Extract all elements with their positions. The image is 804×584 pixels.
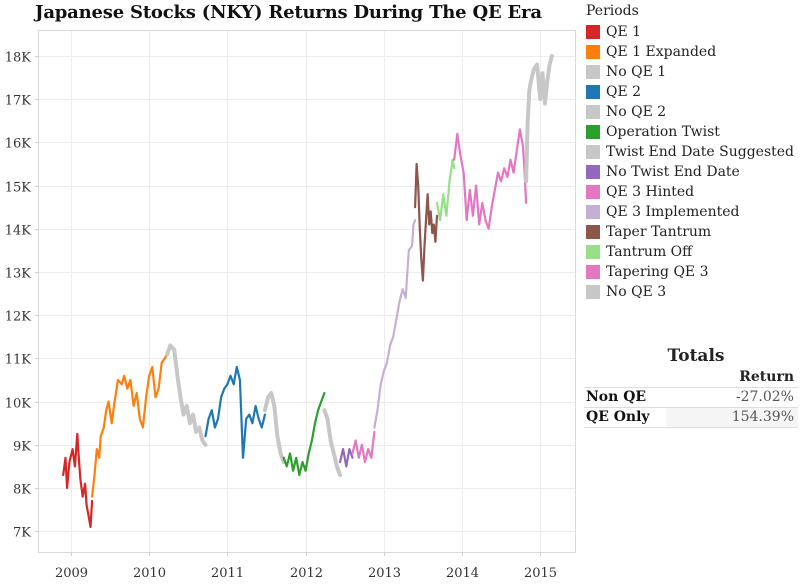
series-line-qe-1[interactable] (62, 432, 94, 528)
legend-item-tantrum-off[interactable]: Tantrum Off (586, 242, 802, 262)
y-tick-label: 16K (5, 137, 32, 152)
legend-swatch (586, 225, 600, 239)
legend-swatch (586, 185, 600, 199)
legend-item-qe-3-implemented[interactable]: QE 3 Implemented (586, 202, 802, 222)
legend: Periods QE 1 QE 1 Expanded No QE 1 QE 2 No Q… (586, 2, 802, 302)
row-value: 154.39% (666, 408, 798, 427)
series-line-tantrum-off[interactable] (435, 158, 456, 222)
legend-swatch (586, 205, 600, 219)
y-tick-label: 12K (5, 310, 32, 325)
series-line-qe-2[interactable] (204, 365, 266, 459)
legend-label: Twist End Date Suggested (606, 144, 795, 160)
x-tick-label: 2013 (368, 566, 401, 581)
legend-label: QE 1 Expanded (606, 44, 717, 60)
legend-item-qe-3-hinted[interactable]: QE 3 Hinted (586, 182, 802, 202)
x-tick-label: 2012 (290, 566, 323, 581)
y-tick-label: 18K (5, 51, 32, 66)
series-line-no-qe-3[interactable] (524, 54, 554, 184)
x-tick-label: 2011 (211, 566, 244, 581)
legend-label: Taper Tantrum (606, 224, 712, 240)
legend-label: Tapering QE 3 (606, 264, 709, 280)
line-chart: 7K 8K 9K 10K 11K 12K 13K 14K 15K 16K 17K 18K 2009 20… (5, 30, 576, 581)
series-line-tapering-qe-3[interactable] (453, 128, 528, 230)
y-tick-label: 14K (5, 224, 32, 239)
y-tick-label: 10K (5, 397, 32, 412)
legend-label: No Twist End Date (606, 164, 740, 180)
table-row: Non QE -27.02% (584, 388, 798, 408)
legend-label: QE 3 Hinted (606, 184, 695, 200)
series-line-no-qe-2[interactable] (262, 391, 286, 465)
legend-swatch (586, 85, 600, 99)
legend-label: QE 3 Implemented (606, 204, 740, 220)
legend-swatch (586, 165, 600, 179)
legend-item-tapering-qe-3[interactable]: Tapering QE 3 (586, 262, 802, 282)
row-value: -27.02% (735, 389, 794, 405)
x-tick-label: 2010 (133, 566, 166, 581)
legend-item-qe-2[interactable]: QE 2 (586, 82, 802, 102)
legend-item-qe-1[interactable]: QE 1 (586, 22, 802, 42)
totals-table: Totals Return Non QE -27.02% QE Only 154… (584, 344, 798, 428)
legend-label: No QE 1 (606, 64, 667, 80)
series-line-no-twist-end-date[interactable] (338, 448, 354, 468)
x-tick-label: 2015 (524, 566, 557, 581)
legend-label: QE 1 (606, 24, 642, 40)
legend-item-operation-twist[interactable]: Operation Twist (586, 122, 802, 142)
legend-item-no-qe-1[interactable]: No QE 1 (586, 62, 802, 82)
series-line-qe-3-hinted[interactable] (351, 430, 376, 464)
legend-label: Operation Twist (606, 124, 720, 140)
series-line-taper-tantrum[interactable] (414, 162, 439, 282)
x-tick-label: 2014 (446, 566, 479, 581)
row-label: QE Only (586, 409, 650, 425)
legend-item-no-qe-3[interactable]: No QE 3 (586, 282, 802, 302)
row-label: Non QE (586, 389, 647, 405)
x-tick-label: 2009 (55, 566, 88, 581)
series-line-operation-twist[interactable] (282, 391, 326, 477)
legend-item-taper-tantrum[interactable]: Taper Tantrum (586, 222, 802, 242)
series-line-qe-1-expanded[interactable] (91, 353, 169, 498)
legend-swatch (586, 25, 600, 39)
y-tick-label: 8K (13, 483, 31, 498)
y-tick-label: 17K (5, 94, 32, 109)
series-line-no-qe-1[interactable] (165, 343, 208, 447)
table-row: QE Only 154.39% (584, 408, 798, 428)
legend-item-no-qe-2[interactable]: No QE 2 (586, 102, 802, 122)
y-tick-label: 7K (13, 526, 31, 541)
legend-swatch (586, 285, 600, 299)
legend-swatch (586, 145, 600, 159)
y-tick-label: 9K (13, 440, 31, 455)
legend-swatch (586, 125, 600, 139)
legend-item-qe-1-expanded[interactable]: QE 1 Expanded (586, 42, 802, 62)
legend-label: No QE 3 (606, 284, 667, 300)
chart-title: Japanese Stocks (NKY) Returns During The… (35, 2, 542, 23)
y-tick-label: 11K (5, 353, 32, 368)
legend-title: Periods (586, 3, 639, 19)
series-line-twist-end-date-suggested[interactable] (322, 408, 342, 477)
legend-swatch (586, 245, 600, 259)
legend-swatch (586, 265, 600, 279)
legend-swatch (586, 45, 600, 59)
legend-swatch (586, 65, 600, 79)
y-tick-label: 15K (5, 181, 32, 196)
legend-item-twist-end-date-suggested[interactable]: Twist End Date Suggested (586, 142, 802, 162)
legend-label: No QE 2 (606, 104, 667, 120)
series-line-qe-3-implemented[interactable] (373, 219, 417, 429)
return-column-header: Return (584, 368, 798, 388)
legend-item-no-twist-end-date[interactable]: No Twist End Date (586, 162, 802, 182)
y-tick-label: 13K (5, 267, 32, 282)
legend-swatch (586, 105, 600, 119)
totals-title: Totals (667, 346, 725, 366)
legend-label: QE 2 (606, 84, 642, 100)
legend-label: Tantrum Off (606, 244, 693, 260)
